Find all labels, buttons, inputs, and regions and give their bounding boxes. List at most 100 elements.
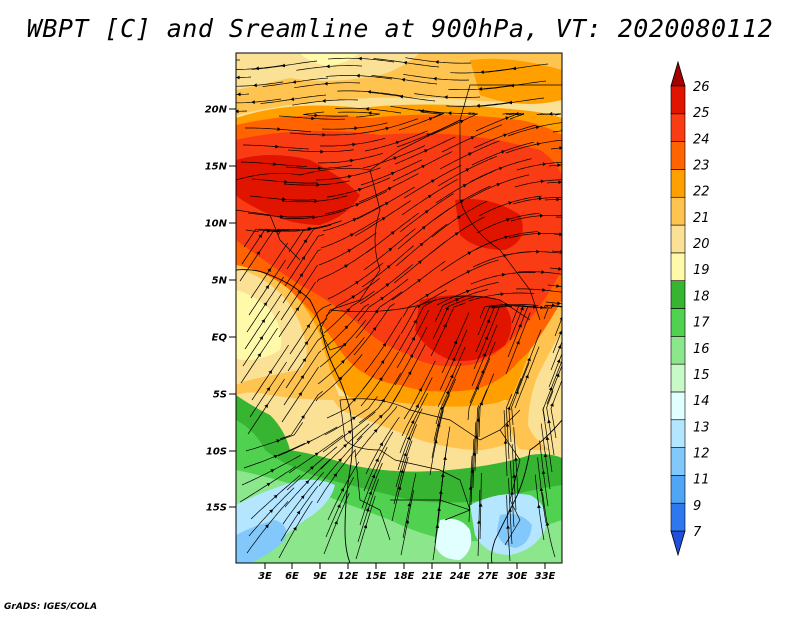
streamline <box>552 328 562 354</box>
streamline-arrow <box>326 64 330 69</box>
streamline-arrow <box>269 509 273 513</box>
streamline-arrow <box>435 60 439 64</box>
streamline-arrow <box>541 270 545 274</box>
streamline-arrow <box>548 111 553 116</box>
streamline-arrow <box>506 218 511 222</box>
streamlines <box>231 56 562 562</box>
streamline-arrow <box>510 83 515 88</box>
streamline-arrow <box>268 370 272 374</box>
streamline-arrow <box>453 340 458 345</box>
streamline-arrow <box>273 454 278 459</box>
boundary-zambia <box>394 459 471 521</box>
streamline-arrow <box>365 507 370 512</box>
colorbar-label: 19 <box>693 263 710 278</box>
streamline-arrow <box>443 323 447 328</box>
streamline-arrow <box>284 180 288 184</box>
streamline-arrow <box>428 117 433 121</box>
streamline-arrow <box>324 81 328 86</box>
streamline-arrow <box>382 342 386 347</box>
streamline-arrow <box>350 158 354 163</box>
wbpt-shaded-field <box>231 53 562 563</box>
streamline-arrow <box>447 111 452 116</box>
streamline-arrow <box>347 249 352 253</box>
streamline-arrow <box>301 415 305 419</box>
streamline-arrow <box>297 290 301 294</box>
streamline-arrow <box>379 442 383 447</box>
streamline-arrow <box>352 218 357 222</box>
streamline-arrow <box>265 524 269 529</box>
streamline-arrow <box>437 507 441 511</box>
streamline <box>505 139 562 154</box>
streamline-arrow <box>491 305 496 309</box>
field-se-15 <box>435 518 472 560</box>
lon-tick-label: 21E <box>422 571 443 582</box>
colorbar-segment <box>670 391 686 421</box>
streamline <box>555 216 562 218</box>
streamline-arrow <box>409 353 413 358</box>
streamline-arrow <box>525 374 529 379</box>
streamline-arrow <box>365 107 369 111</box>
streamline-arrow <box>306 440 311 445</box>
streamline-arrow <box>475 385 479 390</box>
field-west-19 <box>236 290 282 360</box>
streamline-arrow <box>504 235 509 240</box>
streamline-arrow <box>318 166 322 171</box>
streamline-arrow <box>270 469 275 473</box>
streamline-arrow <box>344 264 349 269</box>
streamline <box>236 98 282 104</box>
lon-tick-label: 15E <box>366 571 387 582</box>
streamline-arrow <box>501 150 506 154</box>
streamline-arrow <box>470 136 475 140</box>
streamline-arrow <box>520 306 524 311</box>
field-north-19 <box>300 53 360 66</box>
streamline-arrow <box>397 486 402 490</box>
colorbar-label: 21 <box>693 211 710 226</box>
streamline-arrow <box>380 359 385 364</box>
streamline-arrow <box>480 70 484 74</box>
streamline <box>546 364 562 405</box>
streamline-arrow <box>445 390 450 395</box>
streamline-arrow <box>558 330 562 335</box>
colorbar-label: 13 <box>693 420 710 435</box>
streamline-arrow <box>273 494 278 499</box>
streamline-arrow <box>375 458 379 463</box>
streamline-arrow <box>542 288 546 292</box>
colorbar-label: 14 <box>693 394 710 409</box>
streamline-arrow <box>231 58 235 62</box>
streamline-arrow <box>537 504 541 509</box>
streamline-arrow <box>340 487 344 492</box>
streamline-arrow <box>311 116 315 121</box>
streamline-arrow <box>416 304 421 309</box>
streamline-arrow <box>302 358 306 362</box>
streamline-arrow <box>385 283 390 287</box>
streamline-arrow <box>503 440 508 444</box>
streamline-arrow <box>557 301 561 306</box>
field-se-13 <box>497 513 532 548</box>
lat-tick-label: 20N <box>205 105 228 116</box>
streamline-arrow <box>263 302 267 306</box>
streamline-arrow <box>465 168 470 172</box>
colorbar-segment <box>670 169 686 198</box>
field-ne-22 <box>470 58 562 104</box>
streamline-arrow <box>557 344 562 349</box>
streamline-arrow <box>322 133 326 137</box>
streamline-arrow <box>390 231 395 235</box>
streamline-arrow <box>421 226 426 230</box>
field-south-20 <box>236 395 562 472</box>
colorbar-label: 9 <box>693 499 701 514</box>
streamline-arrow <box>281 63 286 68</box>
streamline-arrow <box>358 56 362 61</box>
streamline-arrow <box>352 416 356 421</box>
colorbar: 7 9 11 12 13 14 15 16 17 18 19 20 21 22 23 24 25 26 <box>670 60 710 557</box>
streamline-arrow <box>347 174 352 179</box>
streamline-arrow <box>558 180 562 185</box>
streamline-arrow <box>300 375 304 379</box>
streamline-arrow <box>424 149 428 153</box>
streamline-arrow <box>539 213 544 218</box>
streamline-arrow <box>251 100 255 104</box>
streamline-arrow <box>384 202 389 206</box>
streamline-arrow <box>347 430 352 434</box>
lat-tick-label: 10S <box>206 447 227 458</box>
streamline-arrow <box>292 80 296 84</box>
streamline-arrow <box>477 520 481 524</box>
